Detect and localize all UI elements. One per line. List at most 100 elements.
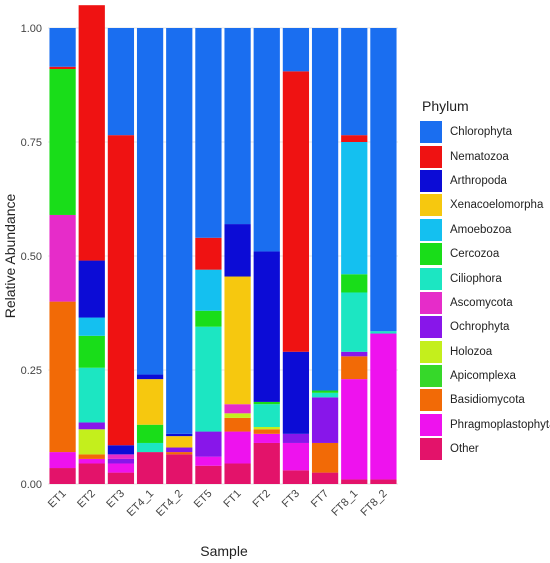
bar-segment	[370, 333, 397, 480]
x-tick-label: FT8_1	[329, 488, 360, 519]
bar-segment	[195, 456, 222, 466]
legend-label: Ascomycota	[450, 296, 513, 309]
bar-segment	[224, 413, 251, 418]
bar-segment	[282, 442, 310, 471]
bar-segment	[166, 436, 193, 448]
bar-segment	[78, 429, 105, 455]
bar-segment	[78, 454, 105, 459]
x-axis-label: Sample	[200, 543, 248, 559]
bar-segment	[78, 422, 105, 430]
bar-segment	[49, 468, 76, 484]
legend-label: Holozoa	[450, 345, 493, 358]
legend-title: Phylum	[422, 98, 469, 114]
legend-label: Nematozoa	[450, 150, 509, 163]
legend-item: Ochrophyta	[420, 315, 550, 339]
legend-swatch	[420, 121, 442, 144]
legend-label: Amoebozoa	[450, 223, 512, 236]
bar-segment	[311, 390, 339, 393]
bar-segment	[341, 379, 368, 480]
x-tick-label: FT3	[280, 488, 302, 510]
bar-segment	[282, 71, 310, 352]
x-tick-label: ET4_2	[154, 488, 185, 519]
bar-segment	[107, 445, 135, 455]
bar-segment	[253, 442, 280, 484]
bar-segment	[136, 28, 164, 375]
bar-segment	[370, 28, 397, 332]
bar-segment	[282, 351, 310, 434]
bar-segment	[253, 429, 280, 434]
bars	[49, 5, 397, 484]
x-tick-label: ET3	[104, 488, 127, 511]
bar-segment	[166, 452, 193, 455]
bar-segment	[195, 326, 222, 432]
legend-item: Ascomycota	[420, 291, 550, 315]
legend-label: Chlorophyta	[450, 126, 513, 139]
bar-segment	[370, 331, 397, 334]
bar-segment	[107, 135, 135, 446]
bar-segment	[224, 417, 251, 432]
bar-segment	[49, 66, 76, 70]
bar-segment	[166, 433, 193, 437]
bar-segment	[311, 392, 339, 398]
bar-segment	[282, 28, 310, 72]
bar-segment	[341, 356, 368, 380]
bar-segment	[195, 465, 222, 484]
legend-label: Other	[450, 443, 479, 456]
bar-segment	[49, 301, 76, 453]
bar-segment	[49, 69, 76, 215]
legend-item: Xenacoelomorpha	[420, 193, 550, 217]
x-tick-label: ET4_1	[125, 488, 156, 519]
bar-segment	[195, 237, 222, 270]
x-tick-label: FT7	[309, 488, 331, 510]
bar-segment	[282, 433, 310, 443]
bar-segment	[224, 224, 251, 277]
legend-item: Cercozoa	[420, 242, 550, 266]
bar-segment	[107, 458, 135, 464]
bar-segment	[341, 479, 368, 484]
legend-item: Other	[420, 437, 550, 461]
y-tick-label: 1.00	[21, 23, 42, 35]
bar-segment	[166, 447, 193, 453]
legend-label: Phragmoplastophyta	[450, 418, 550, 431]
legend-item: Nematozoa	[420, 144, 550, 168]
legend-swatch	[420, 291, 442, 314]
legend-item: Arthropoda	[420, 169, 550, 193]
legend-swatch	[420, 438, 442, 461]
bar-segment	[311, 28, 339, 391]
legend-swatch	[420, 389, 442, 412]
legend-swatch	[420, 145, 442, 168]
legend-items: Chlorophyta Nematozoa Arthropoda Xenacoelom…	[420, 120, 550, 461]
bar-segment	[78, 463, 105, 484]
bar-segment	[253, 433, 280, 443]
legend-label: Apicomplexa	[450, 370, 516, 383]
bar-segment	[136, 452, 164, 484]
bar-segment	[78, 458, 105, 464]
legend-item: Phragmoplastophyta	[420, 413, 550, 437]
bar-segment	[341, 351, 368, 357]
x-tick-label: ET2	[75, 488, 98, 511]
bar-segment	[253, 251, 280, 402]
legend-label: Cercozoa	[450, 248, 500, 261]
bar-segment	[136, 424, 164, 443]
bar-segment	[224, 276, 251, 405]
legend-swatch	[420, 267, 442, 290]
legend-item: Holozoa	[420, 340, 550, 364]
bar-segment	[166, 28, 193, 434]
bar-segment	[341, 28, 368, 136]
bar-segment	[78, 335, 105, 368]
legend-swatch	[420, 243, 442, 266]
bar-segment	[136, 442, 164, 453]
bar-segment	[341, 274, 368, 293]
bar-segment	[253, 401, 280, 405]
bar-segment	[224, 431, 251, 464]
x-tick-label: FT2	[251, 488, 273, 510]
bar-segment	[195, 28, 222, 238]
bar-segment	[253, 28, 280, 252]
bar-segment	[78, 5, 105, 261]
legend-swatch	[420, 413, 442, 436]
legend-swatch	[420, 218, 442, 241]
bar-segment	[107, 472, 135, 484]
bar-segment	[370, 479, 397, 484]
legend-label: Xenacoelomorpha	[450, 199, 544, 212]
